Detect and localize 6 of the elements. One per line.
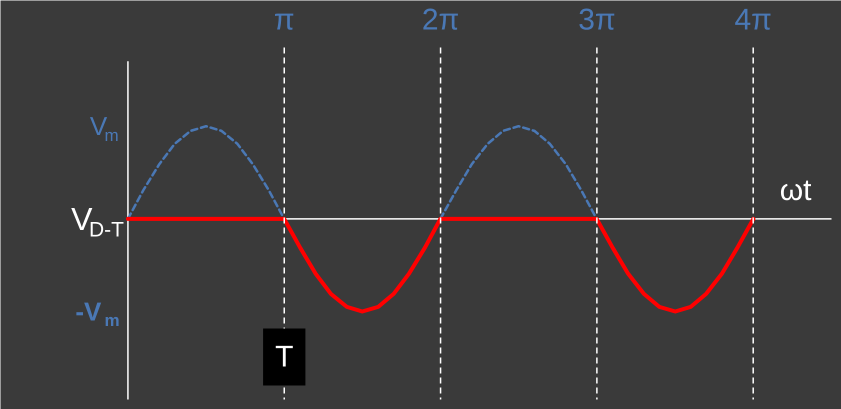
x-tick-label: π: [274, 4, 295, 36]
x-axis-title: ωt: [780, 174, 812, 207]
x-tick-label: 4π: [734, 4, 772, 36]
x-tick-label: 3π: [578, 4, 616, 36]
x-tick-label: 2π: [422, 4, 460, 36]
text: T: [275, 340, 294, 374]
